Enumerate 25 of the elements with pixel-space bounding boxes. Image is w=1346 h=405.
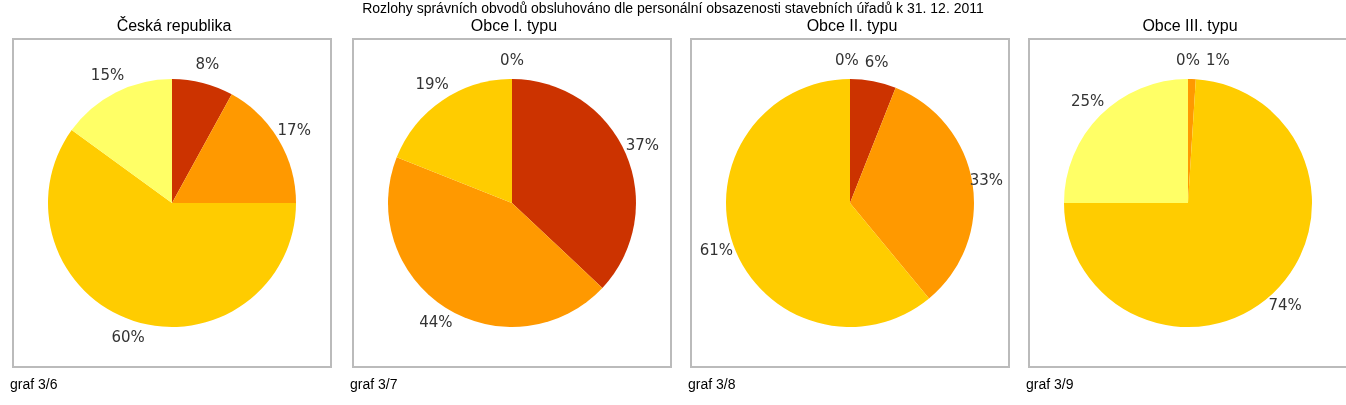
data-label: 8% — [195, 55, 220, 74]
data-label: 74% — [1268, 296, 1302, 315]
text: graf 3/8 — [688, 376, 737, 392]
data-label: 37% — [625, 136, 659, 155]
text: Rozlohy správních obvodů obsluhováno dle personální obsazenosti stavebních úřadů k 31. 12. 2011 — [361, 0, 985, 16]
text: graf 3/9 — [1026, 376, 1075, 392]
text: 0% — [500, 50, 524, 69]
chart-title: Česká republika — [115, 16, 233, 36]
chart-title: Obce I. typu — [469, 16, 559, 36]
data-label: 1% — [1205, 50, 1230, 69]
data-label: 33% — [969, 170, 1003, 189]
data-label: 25% — [1070, 92, 1105, 111]
data-label: 15% — [90, 66, 125, 85]
data-label: 6% — [864, 53, 889, 72]
text: 0% — [1176, 50, 1200, 69]
text: graf 3/7 — [350, 376, 399, 392]
data-label: 61% — [699, 240, 734, 259]
data-label: 60% — [111, 327, 145, 346]
text: 0% — [834, 50, 859, 69]
data-label: 17% — [277, 120, 311, 139]
text: graf 3/6 — [10, 376, 59, 392]
chart-title: Obce II. typu — [805, 16, 899, 36]
data-label: 19% — [415, 75, 449, 94]
data-label: 44% — [419, 312, 453, 331]
chart-title: Obce III. typu — [1141, 16, 1239, 36]
